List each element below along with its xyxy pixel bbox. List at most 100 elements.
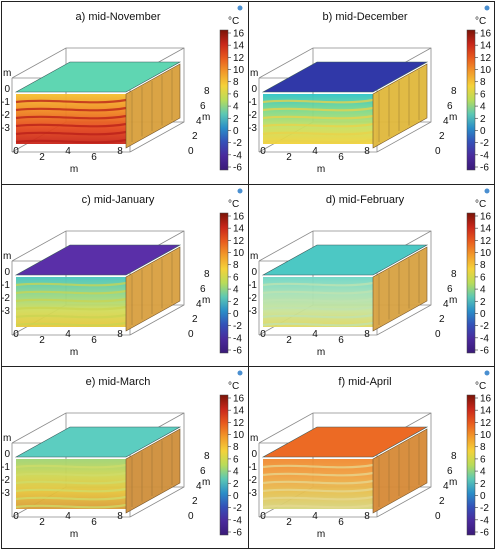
svg-text:m: m: [250, 433, 258, 444]
x-tick-label: 4: [312, 329, 318, 340]
svg-text:m: m: [3, 433, 11, 444]
x-tick-label: 6: [91, 335, 97, 346]
svg-text:m: m: [250, 68, 258, 79]
colorbar-tick-label: -4: [233, 333, 242, 344]
isosurface-streak: [262, 463, 374, 469]
x-tick-label: 2: [39, 335, 45, 346]
x-tick-label: 4: [65, 511, 71, 522]
colorbar-tick-label: -6: [233, 163, 242, 174]
x-tick-label: 2: [286, 517, 292, 528]
colorbar-tick-label: 0: [480, 126, 486, 137]
colorbar-tick-label: 2: [480, 114, 486, 125]
colorbar-tick-label: 4: [233, 467, 239, 478]
colorbar-tick-label: 0: [480, 491, 486, 502]
colorbar: [219, 212, 229, 354]
y-tick-label: 6: [447, 101, 453, 112]
colorbar-tick-label: 8: [480, 77, 486, 88]
x-tick-label: 0: [13, 329, 19, 340]
panel-divider-horizontal-1: [2, 184, 494, 185]
panel-corner-icon: [237, 370, 243, 376]
y-tick-label: 6: [200, 466, 206, 477]
x-tick-label: 0: [260, 146, 266, 157]
isosurface-streak: [15, 106, 127, 112]
colorbar: [219, 29, 229, 171]
panel-plot: c) mid-Januarym0-1-2-302468m02468m°C1614…: [2, 188, 245, 358]
x-tick-label: 8: [364, 329, 370, 340]
z-tick-label: -3: [2, 488, 10, 499]
colorbar-tick-label: 8: [233, 260, 239, 271]
isosurface-streak: [15, 114, 127, 120]
y-tick-label: 8: [204, 269, 210, 280]
colorbar-tick-label: 14: [233, 224, 245, 235]
temperature-slab-side: [372, 246, 428, 332]
isosurface-streak: [15, 305, 127, 311]
panel-title: f) mid-April: [338, 376, 391, 388]
z-tick-label: -1: [2, 97, 10, 108]
isosurface-streak: [262, 495, 374, 501]
y-tick-label: 6: [200, 284, 206, 295]
panel-plot: e) mid-Marchm0-1-2-302468m02468m°C161412…: [2, 370, 245, 540]
panel-title: b) mid-December: [323, 11, 408, 23]
colorbar-tick-label: -4: [233, 150, 242, 161]
colorbar-tick-label: 4: [480, 102, 486, 113]
x-tick-label: 2: [39, 517, 45, 528]
colorbar-tick-label: 10: [480, 248, 492, 259]
colorbar-tick-label: -6: [233, 346, 242, 357]
isosurface-streak: [262, 471, 374, 477]
colorbar-tick-label: 14: [233, 406, 245, 417]
colorbar-unit: °C: [475, 199, 486, 210]
colorbar-tick-label: 6: [233, 89, 239, 100]
y-axis-unit: m: [202, 477, 210, 488]
panel-1: a) mid-Novemberm0-1-2-302468m02468m°C161…: [2, 2, 248, 184]
isosurface-streak: [262, 130, 374, 136]
colorbar-tick-label: 4: [233, 285, 239, 296]
z-tick-label: -3: [249, 306, 257, 317]
x-tick-label: 8: [364, 146, 370, 157]
panel-corner-icon: [484, 370, 490, 376]
x-tick-label: 0: [260, 511, 266, 522]
temperature-slab-top: [261, 426, 429, 458]
colorbar: [466, 29, 476, 171]
x-tick-label: 0: [13, 511, 19, 522]
temperature-slab-side: [372, 428, 428, 514]
y-tick-label: 8: [204, 86, 210, 97]
colorbar-tick-label: 14: [480, 406, 492, 417]
x-tick-label: 8: [364, 511, 370, 522]
temperature-slab-top: [14, 244, 182, 276]
isosurface-streak: [262, 98, 374, 104]
colorbar-tick-label: 16: [233, 29, 245, 40]
colorbar-tick-label: 8: [233, 442, 239, 453]
y-tick-label: 8: [204, 451, 210, 462]
x-tick-label: 4: [312, 511, 318, 522]
temperature-slab-side: [125, 246, 181, 332]
x-tick-label: 2: [286, 335, 292, 346]
colorbar-tick-label: 12: [480, 53, 492, 64]
colorbar-tick-label: 10: [233, 65, 245, 76]
panel-corner-icon: [484, 188, 490, 194]
colorbar-unit: °C: [228, 381, 239, 392]
colorbar-tick-label: 6: [233, 454, 239, 465]
panel-plot: f) mid-Aprilm0-1-2-302468m02468m°C161412…: [249, 370, 492, 540]
isosurface-streak: [15, 503, 127, 509]
x-axis-unit: m: [317, 529, 325, 540]
panel-corner-icon: [484, 5, 490, 11]
temperature-slab-top: [261, 244, 429, 276]
svg-text:m: m: [3, 68, 11, 79]
isosurface-streak: [15, 495, 127, 501]
x-tick-label: 0: [13, 146, 19, 157]
y-tick-label: 4: [196, 481, 202, 492]
y-tick-label: 8: [451, 269, 457, 280]
colorbar-tick-label: -6: [480, 163, 489, 174]
colorbar-tick-label: 16: [480, 29, 492, 40]
colorbar-tick-label: -6: [480, 528, 489, 539]
z-tick-label: 0: [4, 449, 10, 460]
isosurface-streak: [262, 297, 374, 303]
x-tick-label: 6: [338, 335, 344, 346]
colorbar-tick-label: 6: [480, 454, 486, 465]
isosurface-streak: [15, 321, 127, 327]
colorbar-tick-label: -2: [480, 321, 489, 332]
isosurface-streak: [262, 122, 374, 128]
panel-plot: b) mid-Decemberm0-1-2-302468m02468m°C161…: [249, 5, 492, 175]
y-tick-label: 2: [192, 314, 198, 325]
isosurface-streak: [15, 479, 127, 485]
